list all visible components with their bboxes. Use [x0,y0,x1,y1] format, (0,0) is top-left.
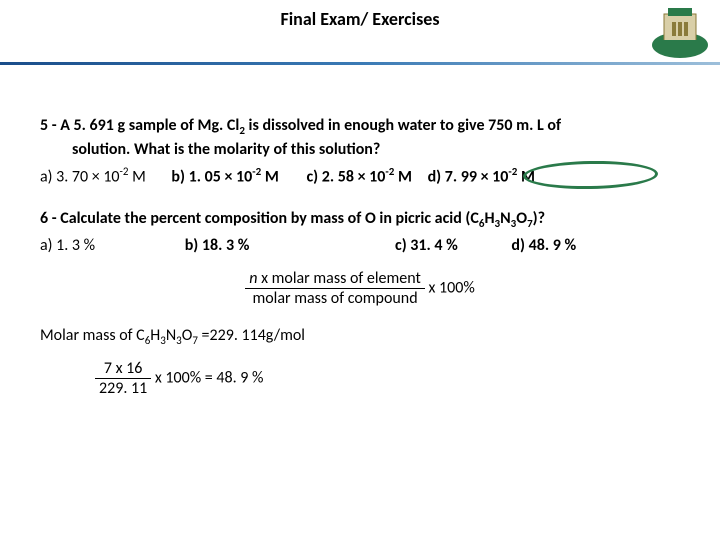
q6-options: a) 1. 3 % b) 18. 3 % c) 31. 4 % d) 48. 9… [40,236,680,255]
q5-line2: solution. What is the molarity of this s… [72,140,380,159]
formula-tail: x 100% [428,278,474,297]
q5-text-a: 5 - A 5. 691 g sample of Mg. Cl [40,116,239,135]
q5-options: a) 3. 70 × 10-2 M b) 1. 05 × 10-2 M c) 2… [40,165,680,186]
calc-tail: x 100% = 48. 9 % [155,369,264,388]
q5-option-a: a) 3. 70 × 10-2 M [40,165,146,186]
answer-circle-icon [523,159,658,189]
formula-fraction: n x molar mass of element molar mass of … [245,269,425,308]
page-title: Final Exam/ Exercises [280,8,439,30]
content-area: 5 - A 5. 691 g sample of Mg. Cl2 is diss… [0,65,720,418]
calculation: 7 x 16 229. 11 x 100% = 48. 9 % [95,359,680,398]
question-5: 5 - A 5. 691 g sample of Mg. Cl2 is diss… [40,115,680,161]
q6-option-b: b) 18. 3 % [185,236,250,255]
calc-fraction: 7 x 16 229. 11 [95,359,151,398]
q6-text-a: 6 - Calculate the percent composition by… [40,209,479,228]
formula: n x molar mass of element molar mass of … [40,269,680,308]
q5-option-d: d) 7. 99 × 10-2 M [428,165,535,186]
molar-mass-line: Molar mass of C6H3N3O7 =229. 114g/mol [40,326,680,347]
q5-text-b: is dissolved in enough water to give 750… [245,116,561,135]
header: Final Exam/ Exercises [0,0,720,65]
q6-option-d: d) 48. 9 % [511,236,576,255]
q6-option-a: a) 1. 3 % [40,236,95,255]
q6-option-c: c) 31. 4 % [395,236,458,255]
q5-option-c: c) 2. 58 × 10-2 M [306,165,412,186]
question-6: 6 - Calculate the percent composition by… [40,208,680,232]
university-logo [650,2,710,60]
q5-option-b: b) 1. 05 × 10-2 M [171,165,278,186]
